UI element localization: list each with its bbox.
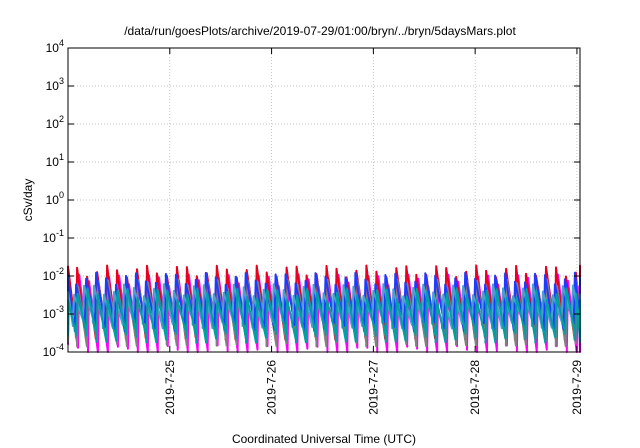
y-tick-label: 10-4: [43, 342, 64, 359]
y-tick-label: 103: [46, 76, 64, 93]
y-tick-label: 10-2: [43, 266, 64, 283]
y-tick-label: 10-3: [43, 304, 64, 321]
y-axis-label: cSv/day: [21, 179, 35, 222]
x-tick-label: 2019-7-28: [468, 360, 482, 415]
y-tick-label: 102: [46, 114, 64, 131]
x-axis-label: Coordinated Universal Time (UTC): [232, 432, 416, 446]
y-tick-label: 10-1: [43, 228, 64, 245]
series-line: [67, 287, 581, 344]
x-tick-label: 2019-7-25: [163, 360, 177, 415]
x-tick-label: 2019-7-27: [366, 360, 380, 415]
x-tick-label: 2019-7-29: [570, 360, 584, 415]
y-tick-label: 100: [46, 190, 64, 207]
y-tick-label: 101: [46, 152, 64, 169]
chart-title: /data/run/goesPlots/archive/2019-07-29/0…: [124, 24, 516, 38]
x-axis-ticks: 2019-7-25 2019-7-26 2019-7-27 2019-7-28 2019…: [163, 48, 584, 415]
series-line: [67, 273, 581, 353]
y-tick-label: 104: [46, 38, 64, 55]
y-axis-ticks: 10-4 10-3 10-2 10-1 100 101 102 103 104: [43, 38, 580, 359]
series-group: [67, 264, 581, 353]
x-tick-label: 2019-7-26: [265, 360, 279, 415]
